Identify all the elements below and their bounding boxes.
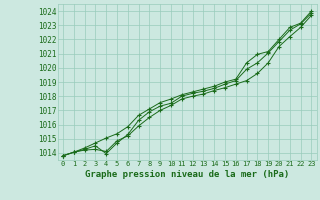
X-axis label: Graphe pression niveau de la mer (hPa): Graphe pression niveau de la mer (hPa) xyxy=(85,170,289,179)
